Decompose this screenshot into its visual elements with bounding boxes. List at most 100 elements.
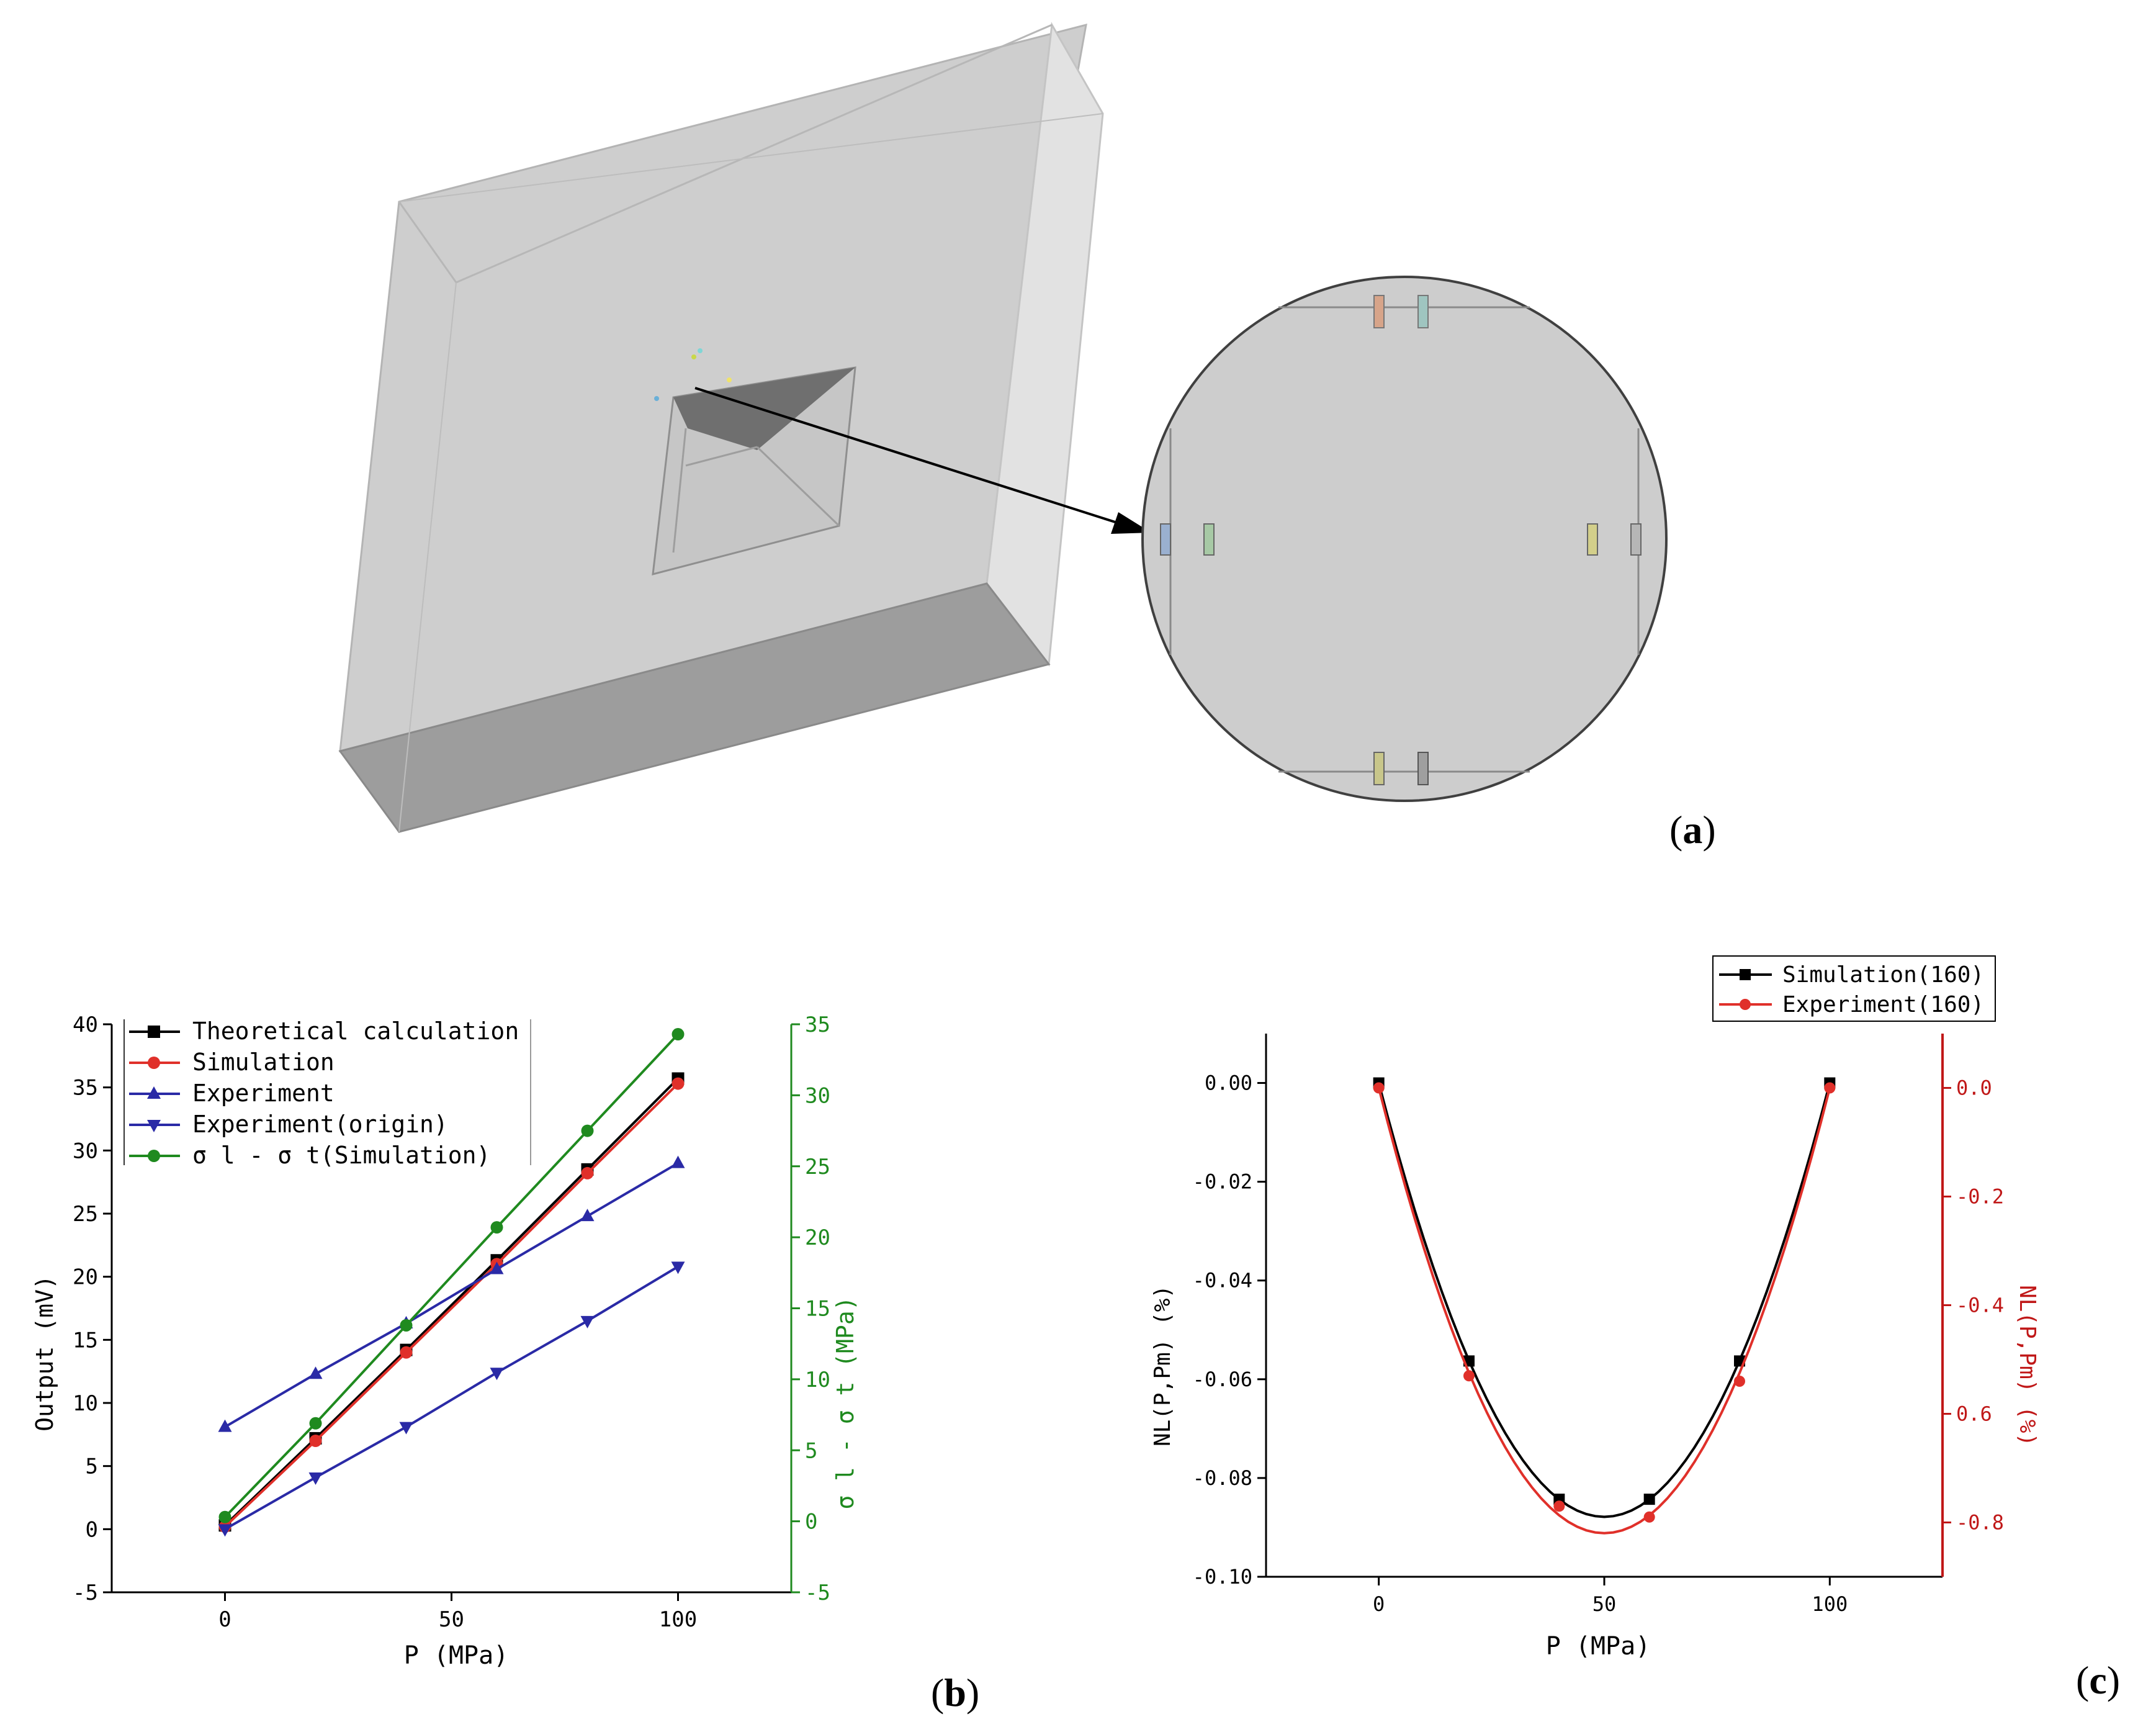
y-tick-label: -0.08	[1193, 1466, 1252, 1490]
y-tick-label: 5	[86, 1454, 98, 1479]
y2-tick-label: 5	[805, 1438, 817, 1463]
series-curve-0	[1377, 1083, 1831, 1518]
x-axis-label: P (MPa)	[404, 1641, 509, 1670]
data-point-2-3	[490, 1261, 504, 1274]
series-line-3	[224, 1265, 679, 1531]
y-tick-label: -0.02	[1193, 1170, 1252, 1194]
data-point-4-5	[672, 1028, 685, 1041]
data-point-1-4	[1734, 1376, 1745, 1387]
panel-label-b: (b)	[931, 1671, 980, 1715]
panel-label-a: (a)	[1669, 808, 1716, 852]
series-line-4	[224, 1033, 679, 1518]
legend-label-1: Experiment(160)	[1782, 992, 1984, 1017]
data-point-4-4	[581, 1124, 594, 1137]
series-line-2	[224, 1161, 679, 1428]
y2-tick-label: 30	[805, 1083, 830, 1108]
data-point-4-1	[309, 1417, 322, 1430]
data-point-3-3	[490, 1368, 504, 1381]
y2-tick-label: 0.0	[1956, 1076, 1992, 1100]
block-body	[338, 22, 1104, 833]
data-point-1-5	[672, 1077, 685, 1090]
x-tick-label: 0	[218, 1607, 231, 1632]
legend-label-2: Experiment	[192, 1080, 335, 1107]
y-tick-label: 20	[73, 1265, 98, 1290]
y-axis-label: NL(P,Pm) (%)	[1150, 1285, 1175, 1446]
series-line-0	[224, 1078, 679, 1526]
y2-tick-label: 0	[805, 1510, 817, 1535]
y-tick-label: 10	[73, 1391, 98, 1416]
data-point-1-4	[581, 1166, 594, 1179]
y-tick-label: 15	[73, 1328, 98, 1353]
y2-tick-label: 10	[805, 1368, 830, 1392]
data-point-3-1	[308, 1472, 323, 1485]
data-point-3-2	[399, 1422, 413, 1435]
data-point-3-4	[580, 1315, 595, 1328]
zoom-circle	[1141, 276, 1668, 802]
y-tick-label: 25	[73, 1202, 98, 1227]
panel-label-c: (c)	[2076, 1658, 2121, 1702]
data-point-1-2	[400, 1346, 413, 1359]
x-tick-label: 100	[1812, 1592, 1848, 1616]
y-axis-label: Output (mV)	[31, 1275, 58, 1432]
resistor-bottom-left	[1373, 752, 1385, 785]
data-point-2-0	[218, 1419, 232, 1432]
y2-tick-label: 35	[805, 1012, 830, 1037]
legend-marker-4	[148, 1150, 160, 1162]
legend-label-0: Simulation(160)	[1782, 962, 1984, 988]
legend-label-0: Theoretical calculation	[192, 1017, 519, 1045]
y2-tick-label: 25	[805, 1155, 830, 1179]
legend-label-1: Simulation	[192, 1048, 335, 1076]
data-point-3-5	[671, 1261, 685, 1274]
data-point-3-0	[218, 1524, 232, 1537]
data-point-1-2	[1553, 1500, 1565, 1512]
legend-box	[1712, 955, 1996, 1022]
y-tick-label: -5	[73, 1580, 98, 1605]
series-line-1	[224, 1083, 679, 1528]
data-point-1-1	[309, 1435, 322, 1447]
data-point-1-0	[1373, 1082, 1385, 1094]
resistor-right-inner	[1587, 523, 1598, 556]
resistor-top-right	[1417, 295, 1429, 328]
legend-marker-0	[1740, 969, 1751, 980]
resistor-left-outer	[1160, 523, 1171, 556]
y-tick-label: -0.06	[1193, 1368, 1252, 1391]
y2-tick-label: 0.6	[1956, 1402, 1992, 1426]
data-point-4-3	[490, 1221, 503, 1234]
resistor-top-left	[1373, 295, 1385, 328]
legend-marker-0	[148, 1026, 160, 1038]
chart-output-vs-pressure: 0 50 100 -5 0 5 10 15 20 25 30 35 40 -5 0 5 10 15 20 25 30 35…	[31, 1012, 859, 1670]
x-tick-label: 50	[1592, 1592, 1617, 1616]
y-tick-label: 35	[73, 1076, 98, 1101]
legend-label-3: Experiment(origin)	[192, 1111, 448, 1138]
data-point-2-5	[671, 1155, 685, 1168]
legend-label-4: σ l - σ t(Simulation)	[192, 1142, 490, 1169]
resistor-right-outer	[1630, 523, 1642, 556]
data-point-2-1	[308, 1366, 323, 1379]
data-point-1-1	[1463, 1370, 1475, 1382]
data-point-1-3	[1643, 1511, 1655, 1523]
y-tick-label: 40	[73, 1012, 98, 1037]
y-tick-label: 30	[73, 1139, 98, 1163]
legend-marker-3	[147, 1120, 161, 1132]
data-point-4-2	[400, 1319, 413, 1332]
chart-nonlinearity-vs-pressure: 0 50 100 -0.10 -0.08 -0.06 -0.04 -0.02 0.00 -0.8 0…	[1150, 955, 2040, 1661]
y2-tick-label: 15	[805, 1297, 830, 1322]
x-tick-label: 0	[1373, 1592, 1385, 1616]
data-point-1-5	[1824, 1082, 1836, 1094]
legend-marker-2	[147, 1086, 161, 1099]
y2-tick-label: -0.8	[1956, 1511, 2004, 1535]
y2-axis-label: σ l - σ t (MPa)	[832, 1296, 859, 1509]
y2-tick-label: 20	[805, 1225, 830, 1250]
y2-axis-label: NL(P,Pm) (%)	[2015, 1285, 2040, 1446]
series-curve-1	[1377, 1087, 1831, 1535]
x-axis-label: P (MPa)	[1546, 1632, 1651, 1661]
y-tick-label: 0.00	[1205, 1071, 1252, 1095]
resistor-bottom-right	[1417, 752, 1429, 785]
y-tick-label: 0	[86, 1517, 98, 1542]
y2-tick-label: -0.2	[1956, 1185, 2004, 1209]
y-tick-label: -0.10	[1193, 1565, 1252, 1589]
legend-marker-1	[148, 1057, 160, 1069]
x-tick-label: 50	[439, 1607, 464, 1632]
data-point-4-0	[218, 1510, 231, 1523]
resistor-left-inner	[1203, 523, 1215, 556]
